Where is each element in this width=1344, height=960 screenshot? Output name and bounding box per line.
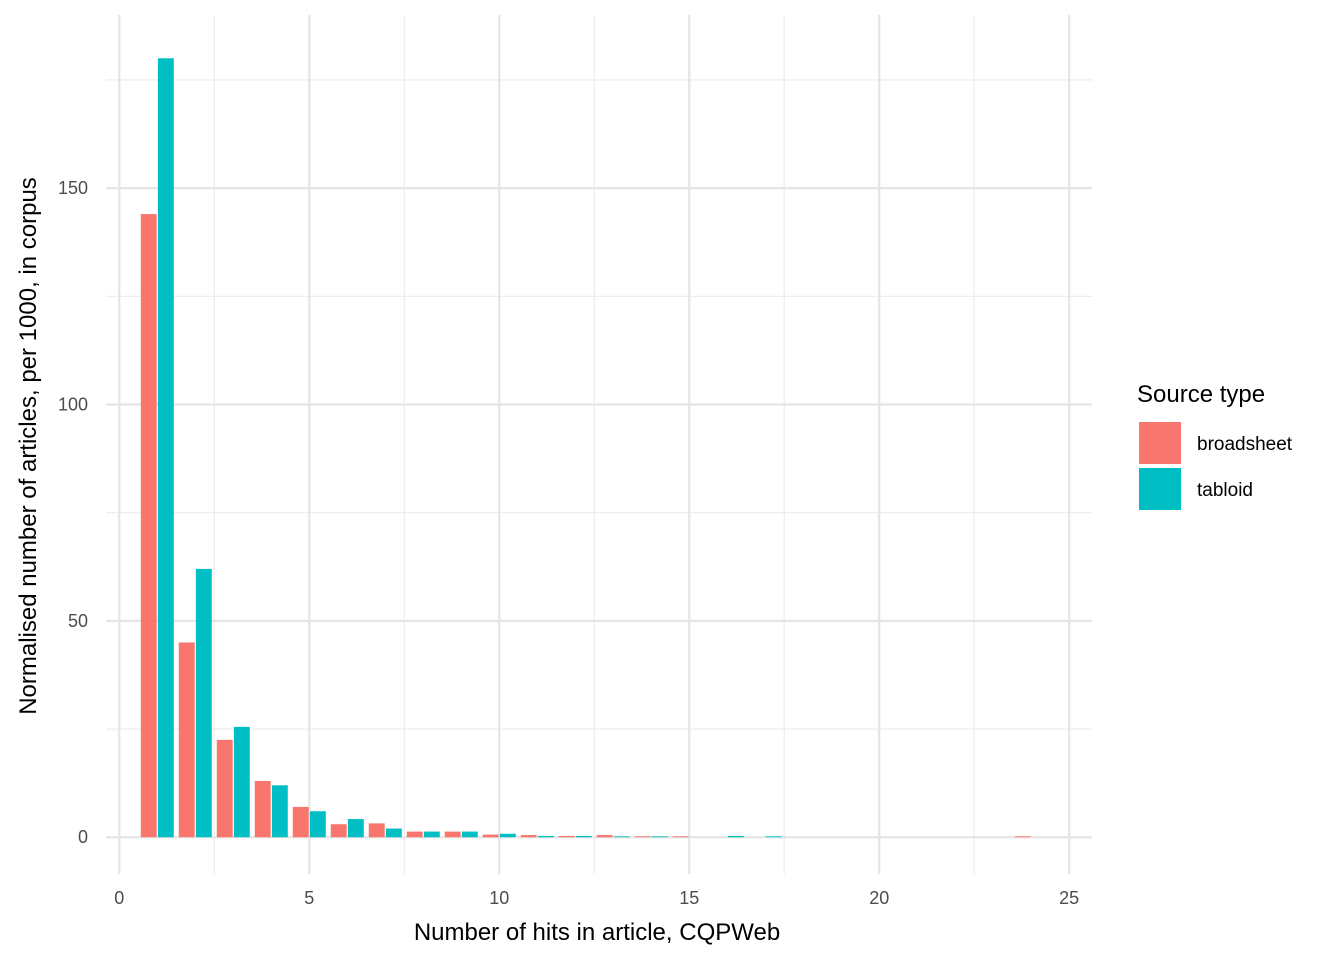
x-tick-label: 25 [1059, 888, 1079, 908]
bar-tabloid [765, 836, 782, 838]
bar-tabloid [461, 831, 478, 838]
legend: Source type broadsheet tabloid [1137, 381, 1293, 510]
bar-broadsheet [634, 836, 651, 838]
bar-tabloid [195, 568, 212, 838]
bar-tabloid [575, 835, 592, 838]
bar-tabloid [233, 726, 250, 838]
bar-tabloid [537, 835, 554, 838]
bar-tabloid [423, 831, 440, 838]
y-tick-label: 0 [78, 827, 88, 847]
legend-key-tabloid [1139, 468, 1181, 510]
x-tick-label: 15 [679, 888, 699, 908]
bar-broadsheet [1014, 836, 1031, 838]
bar-broadsheet [482, 834, 499, 838]
bars [140, 58, 1031, 838]
bar-broadsheet [140, 214, 157, 838]
bar-broadsheet [672, 836, 689, 838]
x-tick-label: 5 [304, 888, 314, 908]
legend-key-broadsheet [1139, 422, 1181, 464]
x-axis-title: Number of hits in article, CQPWeb [414, 919, 780, 946]
bar-broadsheet [368, 823, 385, 838]
bar-broadsheet [558, 835, 575, 838]
x-tick-label: 20 [869, 888, 889, 908]
bar-broadsheet [520, 835, 537, 838]
bar-broadsheet [178, 642, 195, 838]
bar-tabloid [727, 835, 744, 838]
grid [106, 15, 1092, 874]
bar-broadsheet [292, 806, 309, 838]
y-tick-label: 50 [68, 611, 88, 631]
bar-broadsheet [216, 739, 233, 838]
legend-title: Source type [1137, 381, 1265, 408]
bar-tabloid [499, 833, 516, 838]
bar-tabloid [385, 828, 402, 838]
x-tick-label: 0 [114, 888, 124, 908]
y-tick-label: 100 [58, 394, 88, 414]
bar-broadsheet [254, 780, 271, 838]
legend-label-broadsheet: broadsheet [1197, 434, 1293, 455]
y-axis-title: Normalised number of articles, per 1000,… [15, 177, 42, 715]
bar-broadsheet [444, 831, 461, 838]
bar-broadsheet [330, 824, 347, 838]
bar-tabloid [271, 785, 288, 838]
bar-tabloid [613, 836, 630, 838]
tick-labels: 0 5 10 15 20 25 0 50 100 150 [58, 178, 1079, 908]
x-tick-label: 10 [489, 888, 509, 908]
bar-tabloid [157, 58, 174, 838]
bar-tabloid [651, 836, 668, 838]
legend-label-tabloid: tabloid [1197, 480, 1253, 501]
y-tick-label: 150 [58, 178, 88, 198]
bar-tabloid [309, 811, 326, 838]
bar-tabloid [347, 819, 364, 838]
bar-broadsheet [596, 835, 613, 838]
bar-broadsheet [406, 831, 423, 838]
